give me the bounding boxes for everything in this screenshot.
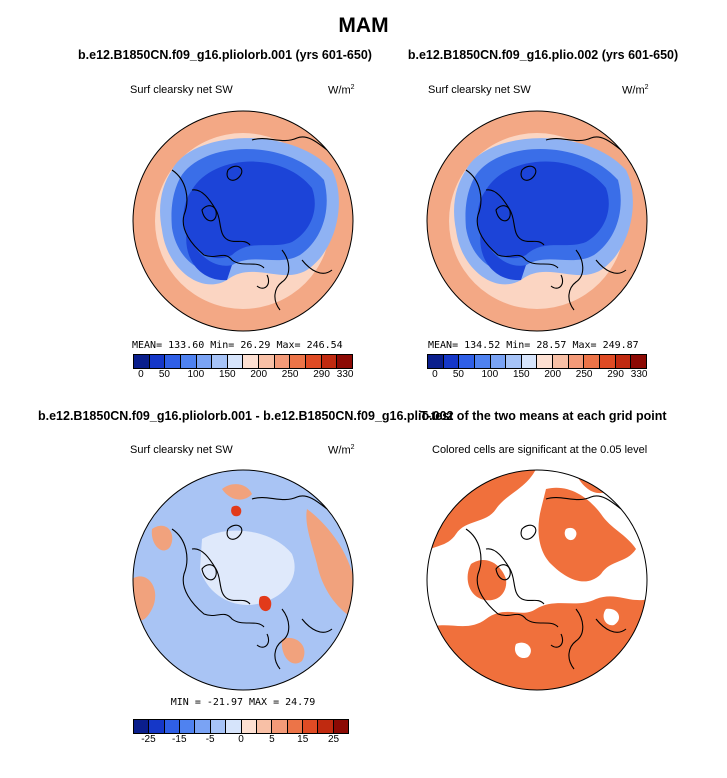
colorbar-swatch bbox=[459, 355, 475, 368]
season-title: MAM bbox=[338, 14, 389, 37]
colorbar-swatches bbox=[427, 354, 647, 369]
colorbar-swatch bbox=[302, 720, 319, 733]
colorbar-tick-label: -15 bbox=[172, 734, 187, 745]
colorbar-swatch bbox=[164, 720, 181, 733]
colorbar-swatch bbox=[568, 355, 585, 368]
colorbar-swatch bbox=[600, 355, 616, 368]
colorbar-tick-label: 0 bbox=[238, 734, 244, 745]
bottom-left-minmax: MIN = -21.97 MAX = 24.79 bbox=[170, 697, 316, 708]
top-left-colorbar: 0 50 100 150 200 250 290 330 bbox=[133, 354, 353, 381]
colorbar-tick-label: 15 bbox=[297, 734, 309, 745]
colorbar-swatch bbox=[134, 355, 150, 368]
colorbar-swatch bbox=[227, 355, 244, 368]
colorbar-swatch bbox=[474, 355, 491, 368]
top-left-run-title: b.e12.B1850CN.f09_g16.pliolorb.001 (yrs … bbox=[78, 48, 372, 62]
top-left-units: W/m2 bbox=[328, 84, 355, 97]
colorbar-swatch bbox=[274, 355, 291, 368]
colorbar-tick-label: 50 bbox=[158, 369, 170, 380]
top-right-variable-label: Surf clearsky net SW bbox=[428, 84, 531, 96]
colorbar-swatch bbox=[490, 355, 507, 368]
colorbar-tick-label: 0 bbox=[138, 369, 144, 380]
colorbar-swatches bbox=[133, 354, 353, 369]
bottom-left-run-title: b.e12.B1850CN.f09_g16.pliolorb.001 - b.e… bbox=[38, 409, 454, 423]
coastlines bbox=[171, 136, 333, 311]
colorbar-tick-label: -5 bbox=[205, 734, 215, 745]
colorbar-swatch bbox=[243, 355, 260, 368]
colorbar-swatch bbox=[134, 720, 150, 733]
colorbar-swatch bbox=[165, 355, 181, 368]
top-right-colorbar: 0 50 100 150 200 250 290 330 bbox=[427, 354, 647, 381]
colorbar-swatch bbox=[212, 355, 228, 368]
colorbar-swatch bbox=[290, 355, 307, 368]
colorbar-tick-label: 50 bbox=[452, 369, 464, 380]
bottom-left-variable-label: Surf clearsky net SW bbox=[130, 444, 233, 456]
colorbar-tick-label: 0 bbox=[432, 369, 438, 380]
bottom-left-difference-map bbox=[132, 469, 354, 691]
colorbar-swatch bbox=[180, 720, 196, 733]
bottom-right-ttest-map bbox=[426, 469, 648, 691]
colorbar-swatch bbox=[272, 720, 288, 733]
colorbar-swatch bbox=[337, 355, 352, 368]
colorbar-swatch bbox=[180, 355, 197, 368]
colorbar-tick-label: 200 bbox=[544, 369, 562, 380]
coastlines bbox=[465, 136, 627, 311]
colorbar-swatches bbox=[133, 719, 349, 734]
top-right-polar-map bbox=[426, 110, 648, 332]
colorbar-tick-label: 150 bbox=[512, 369, 530, 380]
bottom-left-colorbar: -25 -15 -5 0 5 15 25 bbox=[133, 719, 349, 746]
colorbar-swatch bbox=[537, 355, 554, 368]
colorbar-tick-label: 330 bbox=[630, 369, 648, 380]
coastlines bbox=[171, 495, 333, 670]
colorbar-swatch bbox=[210, 720, 227, 733]
colorbar-swatch bbox=[333, 720, 349, 733]
colorbar-ticks: -25 -15 -5 0 5 15 25 bbox=[133, 734, 349, 746]
colorbar-swatch bbox=[149, 720, 165, 733]
colorbar-ticks: 0 50 100 150 200 250 290 330 bbox=[427, 369, 647, 381]
colorbar-swatch bbox=[631, 355, 646, 368]
bottom-left-units: W/m2 bbox=[328, 444, 355, 457]
colorbar-swatch bbox=[287, 720, 303, 733]
colorbar-tick-label: 330 bbox=[336, 369, 354, 380]
colorbar-swatch bbox=[584, 355, 601, 368]
colorbar-swatch bbox=[195, 720, 211, 733]
colorbar-swatch bbox=[321, 355, 338, 368]
colorbar-swatch bbox=[241, 720, 257, 733]
deep-blue-core bbox=[183, 161, 315, 259]
colorbar-tick-label: 200 bbox=[250, 369, 268, 380]
top-right-units: W/m2 bbox=[622, 84, 649, 97]
top-right-stats: MEAN= 134.52 Min= 28.57 Max= 249.87 bbox=[428, 340, 639, 351]
top-left-variable-label: Surf clearsky net SW bbox=[130, 84, 233, 96]
colorbar-swatch bbox=[256, 720, 273, 733]
colorbar-tick-label: 100 bbox=[187, 369, 205, 380]
top-left-stats: MEAN= 133.60 Min= 26.29 Max= 246.54 bbox=[132, 340, 343, 351]
colorbar-swatch bbox=[521, 355, 538, 368]
colorbar-swatch bbox=[196, 355, 213, 368]
colorbar-tick-label: 290 bbox=[313, 369, 330, 380]
top-right-run-title: b.e12.B1850CN.f09_g16.plio.002 (yrs 601-… bbox=[407, 48, 679, 62]
colorbar-tick-label: 150 bbox=[218, 369, 236, 380]
colorbar-swatch bbox=[306, 355, 322, 368]
colorbar-tick-label: 250 bbox=[281, 369, 299, 380]
colorbar-swatch bbox=[553, 355, 569, 368]
colorbar-swatch bbox=[226, 720, 242, 733]
colorbar-tick-label: 25 bbox=[328, 734, 340, 745]
colorbar-tick-label: 250 bbox=[575, 369, 593, 380]
colorbar-swatch bbox=[506, 355, 522, 368]
map-border bbox=[132, 110, 354, 332]
colorbar-tick-label: 5 bbox=[269, 734, 275, 745]
bottom-right-title: T-test of the two means at each grid poi… bbox=[420, 409, 667, 423]
colorbar-tick-label: -25 bbox=[141, 734, 156, 745]
colorbar-swatch bbox=[318, 720, 334, 733]
colorbar-tick-label: 100 bbox=[481, 369, 499, 380]
top-left-polar-map bbox=[132, 110, 354, 332]
colorbar-tick-label: 290 bbox=[607, 369, 624, 380]
colorbar-swatch bbox=[443, 355, 460, 368]
bottom-right-subtitle: Colored cells are significant at the 0.0… bbox=[432, 444, 648, 456]
colorbar-swatch bbox=[615, 355, 632, 368]
colorbar-swatch bbox=[259, 355, 275, 368]
colorbar-ticks: 0 50 100 150 200 250 290 330 bbox=[133, 369, 353, 381]
colorbar-swatch bbox=[428, 355, 444, 368]
coastlines bbox=[465, 495, 627, 670]
colorbar-swatch bbox=[149, 355, 166, 368]
